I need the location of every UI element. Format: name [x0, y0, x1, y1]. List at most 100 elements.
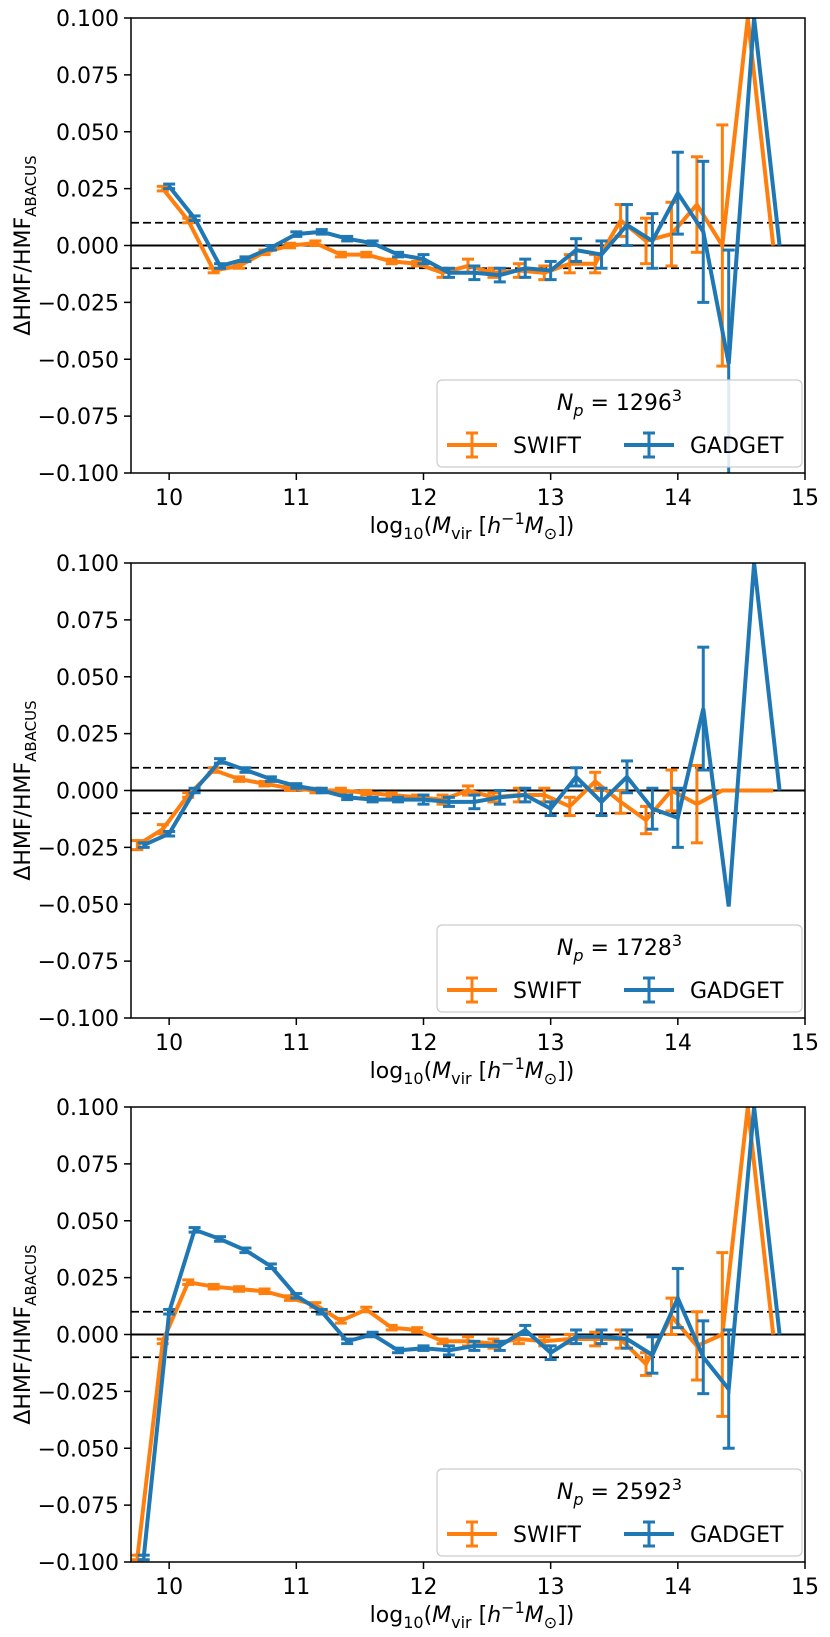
- x-label-sun-symbol: ⊙: [544, 1613, 557, 1632]
- x-tick-label: 14: [664, 1575, 692, 1600]
- legend: Np = 17283 SWIFT GADGET: [436, 924, 803, 1013]
- errorbar-swift: [360, 789, 373, 797]
- legend-entry-gadget: GADGET: [624, 1520, 784, 1548]
- legend-title-exp: 3: [672, 1475, 682, 1494]
- x-tick-label: 12: [409, 1575, 437, 1600]
- legend-box: [436, 379, 803, 468]
- legend-title: Np = 25923: [557, 1475, 682, 1509]
- y-tick-label: −0.025: [38, 291, 119, 316]
- errorbar-gadget: [519, 257, 532, 279]
- errorbar-swift: [334, 250, 347, 259]
- x-label-mass: M: [432, 1603, 451, 1628]
- legend-entry-swift: SWIFT: [447, 1520, 581, 1548]
- errorbar-swift: [360, 250, 373, 259]
- errorbar-gadget: [620, 1328, 633, 1350]
- legend-label: GADGET: [690, 1523, 784, 1548]
- plot-area: [131, 1107, 782, 1562]
- x-label-close: ]): [557, 1059, 574, 1084]
- x-label-msun: M: [525, 1603, 544, 1628]
- y-tick-label: 0.075: [56, 64, 119, 89]
- errorbar-gadget: [722, 1328, 735, 1450]
- x-label-bracket: [: [472, 1059, 488, 1084]
- errorbar-swift: [411, 1326, 424, 1334]
- errorbar-swift: [665, 768, 678, 813]
- errorbar-gadget: [671, 150, 684, 236]
- legend-title-value: = 1728: [584, 936, 672, 961]
- legend-title-value: = 2592: [584, 1480, 672, 1505]
- x-label-sun-symbol: ⊙: [544, 524, 557, 543]
- legend-title-exp: 3: [672, 931, 682, 950]
- errorbar-gadget: [646, 786, 659, 831]
- errorbar-swift: [283, 241, 296, 250]
- errorbar-swift: [436, 1337, 449, 1346]
- series-line-gadget: [167, 18, 782, 365]
- legend-label: GADGET: [690, 979, 784, 1004]
- x-label-log-base: 10: [403, 524, 423, 543]
- errorbar-gadget: [544, 259, 557, 282]
- y-tick-label: −0.025: [38, 836, 119, 861]
- errorbar-gadget: [341, 793, 354, 802]
- series-line-swift: [136, 767, 774, 847]
- errorbar-gadget: [493, 266, 506, 284]
- y-tick-label: −0.100: [38, 462, 119, 487]
- chart-panel-3: 0.100 0.075 0.050 0.025 0.000 −0.025 −0.050 −0.…: [11, 1096, 819, 1632]
- errorbar-gadget: [315, 228, 328, 236]
- errorbar-gadget: [188, 214, 201, 222]
- errorbar-swift: [589, 1330, 602, 1348]
- legend-label: SWIFT: [513, 1523, 581, 1548]
- errorbar-gadget: [442, 795, 455, 808]
- y-tick-label: 0.025: [56, 178, 119, 203]
- chart-panel-1: 0.100 0.075 0.050 0.025 0.000 −0.025 −0.050 −0.…: [11, 7, 819, 543]
- x-label-log: log: [370, 514, 404, 539]
- legend-title: Np = 12963: [557, 386, 682, 420]
- y-tick-label: 0.000: [56, 235, 119, 260]
- errorbar-gadget: [493, 789, 506, 806]
- x-tick-label: 13: [537, 1031, 565, 1056]
- legend-title-sub: p: [572, 401, 583, 420]
- x-label-sun-symbol: ⊙: [544, 1069, 557, 1088]
- x-label-msun: M: [525, 514, 544, 539]
- errorbar-swift: [563, 795, 576, 818]
- errorbar-gadget: [392, 1346, 405, 1355]
- errorbar-gadget: [544, 1344, 557, 1362]
- legend-entry-swift: SWIFT: [447, 431, 581, 459]
- y-tick-label: 0.000: [56, 780, 119, 805]
- x-axis-label: log10(Mvir [h−1M⊙]): [370, 509, 575, 543]
- legend-label: SWIFT: [513, 979, 581, 1004]
- y-tick-label: −0.050: [38, 893, 119, 918]
- y-tick-label: −0.025: [38, 1380, 119, 1405]
- errorbar-gadget: [188, 1226, 201, 1234]
- x-label-h-exp: −1: [501, 509, 525, 528]
- errorbar-gadget: [595, 786, 608, 818]
- errorbar-gadget: [620, 203, 633, 247]
- y-axis-label: ΔHMF/HMFABACUS: [11, 700, 40, 880]
- errorbar-gadget: [417, 253, 430, 266]
- errorbar-gadget: [519, 1323, 532, 1336]
- x-label-h-exp: −1: [501, 1598, 525, 1617]
- errorbar-swift: [385, 1323, 398, 1332]
- legend-label: GADGET: [690, 434, 784, 459]
- y-axis-label: ΔHMF/HMFABACUS: [11, 1244, 40, 1424]
- x-tick-label: 10: [155, 1031, 183, 1056]
- y-tick-label: 0.075: [56, 1153, 119, 1178]
- legend-title-sub: p: [572, 946, 583, 965]
- errorbar-gadget: [163, 829, 176, 838]
- y-label-main: ΔHMF/HMF: [11, 1306, 36, 1425]
- x-tick-label: 11: [282, 1575, 310, 1600]
- legend: Np = 12963 SWIFT GADGET: [436, 379, 803, 468]
- errorbar-gadget: [163, 1307, 176, 1316]
- y-tick-label: 0.000: [56, 1324, 119, 1349]
- errorbar-gadget: [570, 237, 583, 263]
- errorbar-swift: [258, 1287, 271, 1296]
- errorbar-gadget: [544, 800, 557, 818]
- x-label-close: ]): [557, 1603, 574, 1628]
- series-line-gadget: [142, 563, 782, 907]
- errorbar-swift: [131, 839, 144, 852]
- errorbar-swift: [385, 257, 398, 266]
- errorbar-gadget: [290, 230, 303, 238]
- errorbar-swift: [360, 1305, 373, 1314]
- errorbar-gadget: [315, 1307, 328, 1316]
- y-tick-label: 0.025: [56, 1267, 119, 1292]
- errorbar-gadget: [570, 1328, 583, 1346]
- errorbar-gadget: [214, 1235, 227, 1243]
